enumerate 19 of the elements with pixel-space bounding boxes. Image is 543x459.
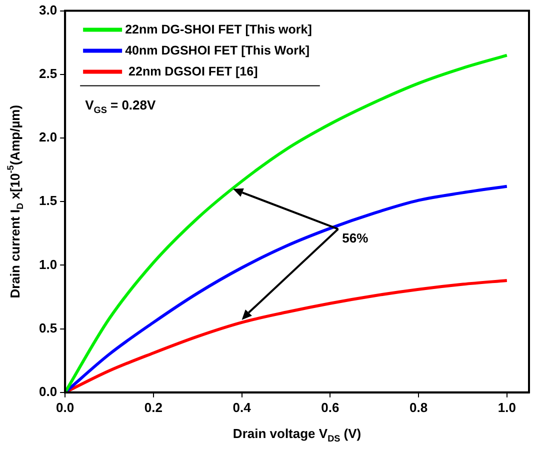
annotation: 56%: [342, 230, 369, 246]
x-tick-label: 0.8: [410, 400, 428, 415]
x-tick-label: 0.2: [144, 400, 162, 415]
y-tick-label: 1.5: [38, 193, 58, 208]
y-tick-label: 0.5: [38, 320, 58, 336]
legend-label: 22nm DGSOI FET [16]: [125, 64, 258, 78]
y-tick-label: 0.0: [38, 384, 58, 399]
x-tick-label: 0.6: [321, 400, 340, 415]
x-tick-label: 1.0: [498, 400, 516, 415]
y-tick-label: 2.0: [38, 130, 58, 145]
line-series: [65, 184, 508, 392]
legend-label: 22nm DG-SHOI FET [This work]: [125, 22, 312, 36]
y-tick-label: 1.0: [38, 256, 58, 272]
y-tick-label: 2.5: [38, 66, 58, 81]
y-tick-label: 3.0: [38, 2, 58, 18]
x-tick-label: 0.4: [232, 400, 252, 415]
x-tick-label: 0.0: [56, 400, 74, 415]
legend-label: 40nm DGSHOI FET [This Work]: [125, 43, 310, 58]
y-axis-title: Drain current ID x[10-5(Amp/µm): [5, 104, 26, 298]
